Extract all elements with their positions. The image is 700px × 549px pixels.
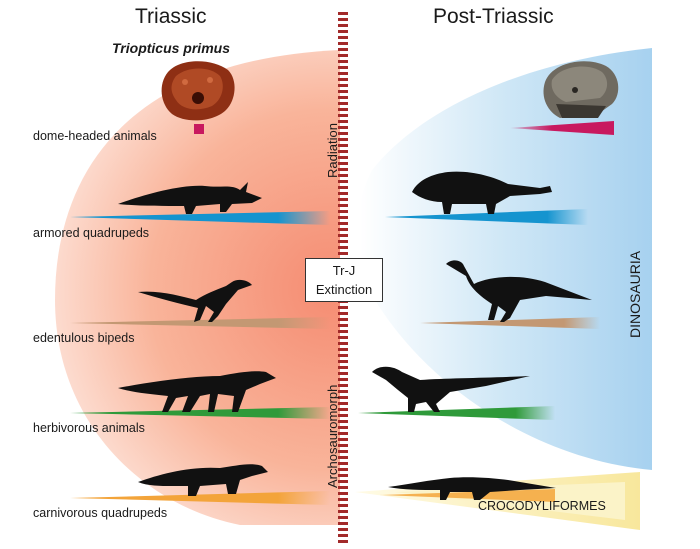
radiation-label: Radiation [325,123,340,178]
carnivorous-wedge-right [380,489,555,502]
herbivorous-silhouette-left [118,371,276,412]
armored-wedge-right [385,209,588,225]
crocodyliformes-label: CROCODYLIFORMES [478,499,606,513]
archosauromorph-label: Archosauromorph [325,384,340,488]
dome-marker [194,124,204,134]
row-label-dome: dome-headed animals [33,129,157,143]
triassic-region [55,50,340,525]
extinction-box: Tr-J Extinction [305,258,383,302]
armored-wedge-left [70,211,330,225]
extinction-box-line2: Extinction [315,282,373,297]
triassic-title: Triassic [135,5,207,28]
post-triassic-region [356,48,652,470]
row-label-herbivorous: herbivorous animals [33,421,145,435]
carnivorous-wedge-left [70,491,330,505]
edentulous-dinosaur-silhouette-right [446,260,592,322]
crocodyliform-silhouette-right [388,477,556,500]
herbivorous-wedge-right [358,406,555,420]
row-label-armored: armored quadrupeds [33,226,150,240]
row-label-edentulous: edentulous bipeds [33,331,135,345]
armored-quadruped-silhouette-left [118,182,262,214]
carnivorous-dinosaur-silhouette-right [372,366,530,412]
edentulous-wedge-left [70,317,330,329]
extinction-box-line1: Tr-J [332,263,356,278]
row-label-carnivorous: carnivorous quadrupeds [33,506,168,520]
herbivorous-wedge-left [70,407,330,419]
armored-dinosaur-silhouette-right [412,171,552,214]
edentulous-biped-silhouette-left [138,279,252,322]
triopticus-skull-icon [161,61,235,121]
dinosauria-label: DINOSAURIA [627,250,643,338]
dome-wedge-right [510,121,614,135]
pachycephalosaur-skull-icon [543,61,619,118]
carnivorous-quadruped-silhouette-left [138,464,268,496]
edentulous-wedge-right [420,317,600,329]
post-triassic-title: Post-Triassic [433,5,554,28]
species-name: Triopticus primus [112,40,230,56]
